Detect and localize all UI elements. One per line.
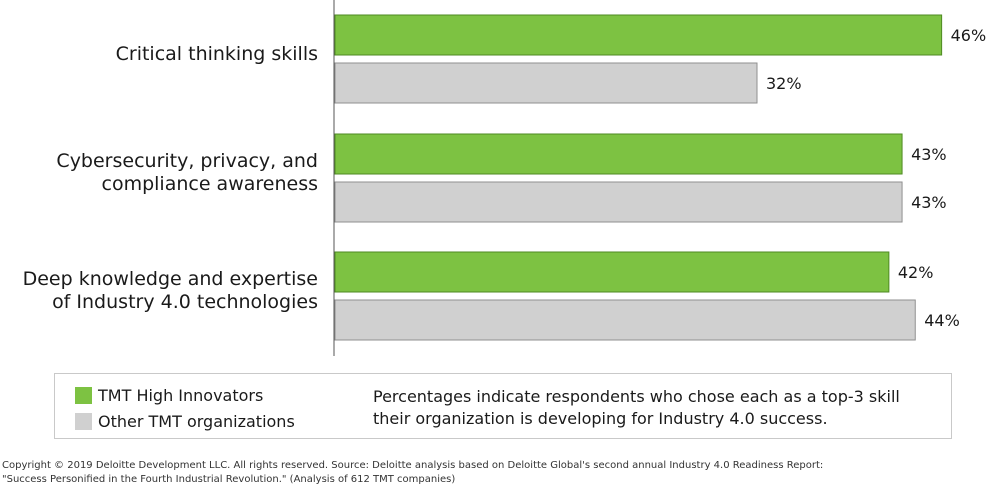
legend-note-line-2: their organization is developing for Ind… <box>373 409 828 428</box>
bar-high-innovators-1 <box>334 14 943 56</box>
legend-item-other-orgs: Other TMT organizations <box>75 412 295 431</box>
data-label-high-innovators-1: 46% <box>951 26 987 45</box>
bar-high-innovators-2 <box>334 133 903 175</box>
bar-other-orgs-2 <box>334 181 903 223</box>
source-footnote: Copyright © 2019 Deloitte Development LL… <box>2 459 823 487</box>
category-label-2-line-1: Cybersecurity, privacy, and <box>56 150 318 172</box>
data-label-other-orgs-2: 43% <box>911 193 947 212</box>
footnote-line-1: Copyright © 2019 Deloitte Development LL… <box>2 460 824 471</box>
data-label-other-orgs-1: 32% <box>766 74 802 93</box>
category-label-3-line-1: Deep knowledge and expertise <box>22 268 318 290</box>
legend-item-high-innovators: TMT High Innovators <box>75 386 263 405</box>
category-label-3-line-2: of Industry 4.0 technologies <box>52 291 318 313</box>
category-label-2: Cybersecurity, privacy, and compliance aw… <box>56 150 318 196</box>
bar-other-orgs-1 <box>334 62 758 104</box>
category-label-1-line-1: Critical thinking skills <box>115 43 318 65</box>
footnote-line-2: "Success Personified in the Fourth Indus… <box>2 474 456 485</box>
legend-note-line-1: Percentages indicate respondents who cho… <box>373 387 900 406</box>
data-label-high-innovators-2: 43% <box>911 145 947 164</box>
legend-label-high-innovators: TMT High Innovators <box>98 386 264 405</box>
legend-swatch-green <box>75 387 92 404</box>
legend-label-other-orgs: Other TMT organizations <box>98 412 295 431</box>
category-label-2-line-2: compliance awareness <box>101 173 319 195</box>
bar-high-innovators-3 <box>334 251 890 293</box>
bar-chart: 46% 32% 43% 43% 42% 44% <box>333 0 987 356</box>
bar-other-orgs-3 <box>334 299 916 341</box>
legend-note: Percentages indicate respondents who cho… <box>373 386 900 430</box>
data-label-high-innovators-3: 42% <box>898 263 934 282</box>
data-label-other-orgs-3: 44% <box>924 311 960 330</box>
category-label-3: Deep knowledge and expertise of Industry … <box>23 268 318 314</box>
legend: TMT High Innovators Other TMT organizati… <box>54 373 952 439</box>
category-label-1: Critical thinking skills <box>116 43 318 66</box>
legend-swatch-gray <box>75 413 92 430</box>
